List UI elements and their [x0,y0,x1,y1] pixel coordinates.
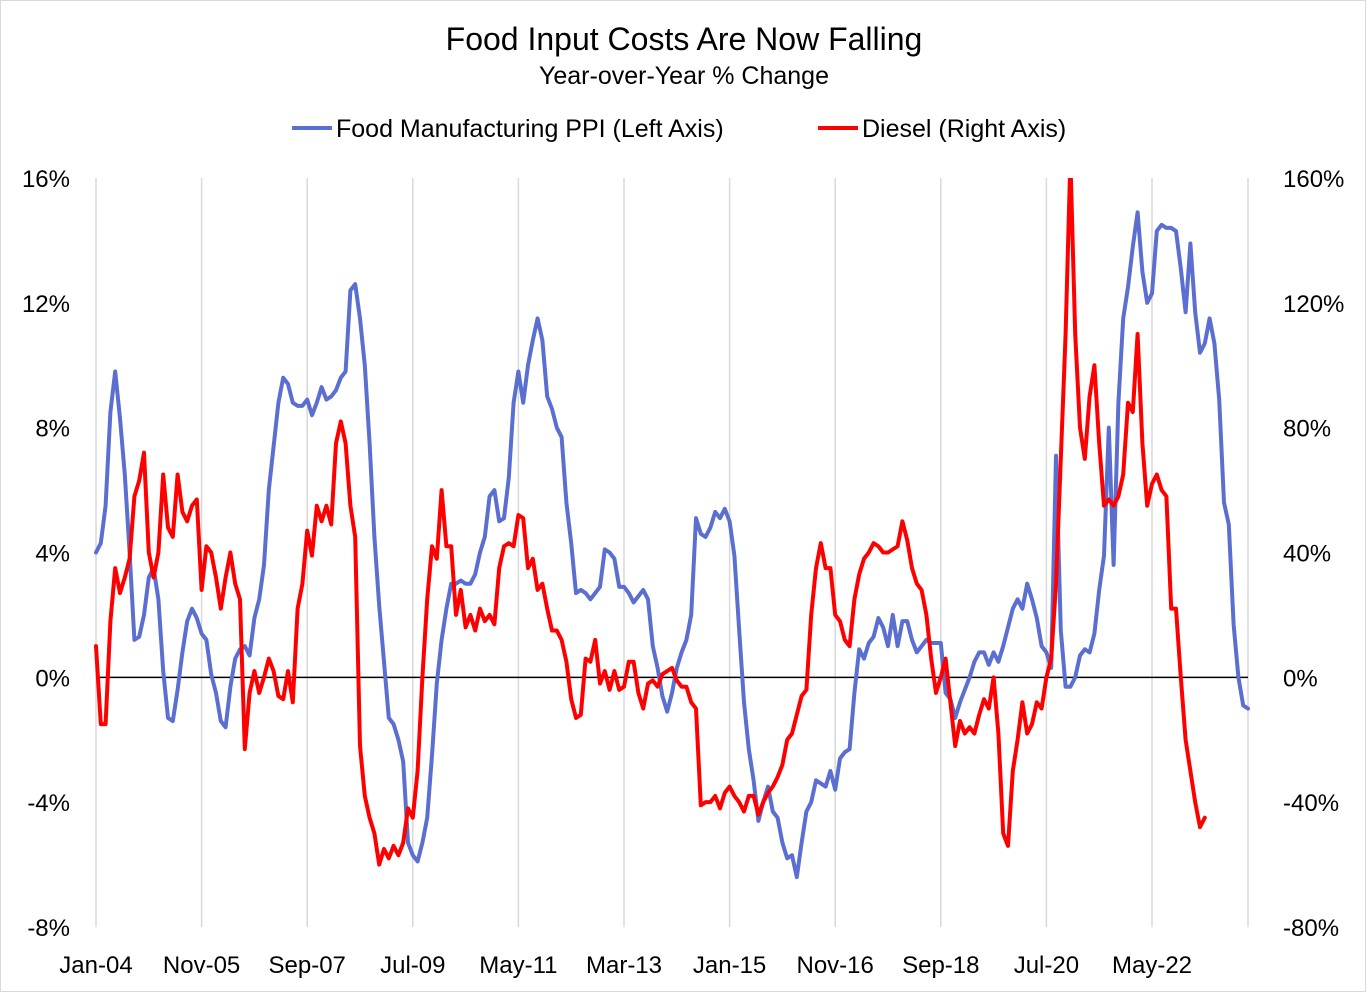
y-right-tick-label: 40% [1283,541,1331,568]
y-left-tick-label: -4% [27,790,70,817]
y-left-tick-label: 0% [35,665,70,692]
x-tick-label: Jan-15 [693,952,766,979]
y-right-tick-label: 120% [1283,291,1344,318]
y-left-tick-label: 4% [35,541,70,568]
x-tick-label: Nov-05 [163,952,240,979]
y-right-tick-label: 0% [1283,665,1318,692]
tick-labels: Jan-04 Nov-05 Sep-07 Jul-09 May-11 Mar-13 Jan-… [22,166,1344,979]
x-tick-label: May-11 [479,952,557,979]
y-right-tick-label: 160% [1283,166,1344,193]
y-left-tick-label: 16% [22,166,70,193]
x-tick-label: May-22 [1112,952,1192,979]
x-tick-label: Jan-04 [59,952,132,979]
x-tick-label: Jul-09 [380,952,445,979]
y-left-tick-label: -8% [27,915,70,942]
legend: Food Manufacturing PPI (Left Axis) Diese… [292,115,1066,143]
y-right-tick-label: -80% [1283,915,1339,942]
y-left-tick-label: 12% [22,291,70,318]
y-left-tick-label: 8% [35,416,70,443]
chart-title: Food Input Costs Are Now Falling [446,21,923,57]
x-tick-label: Jul-20 [1014,952,1079,979]
grid [95,178,1249,927]
x-tick-label: Nov-16 [797,952,874,979]
chart-subtitle: Year-over-Year % Change [539,62,829,90]
y-right-tick-label: 80% [1283,416,1331,443]
x-tick-label: Mar-13 [586,952,662,979]
series-diesel-line [94,178,1207,867]
series-ppi-line [94,210,1250,880]
series-layer [94,178,1250,880]
y-right-tick-label: -40% [1283,790,1339,817]
x-tick-label: Sep-07 [269,952,346,979]
legend-label-ppi: Food Manufacturing PPI (Left Axis) [336,115,724,143]
legend-label-diesel: Diesel (Right Axis) [862,115,1066,143]
x-tick-label: Sep-18 [902,952,979,979]
